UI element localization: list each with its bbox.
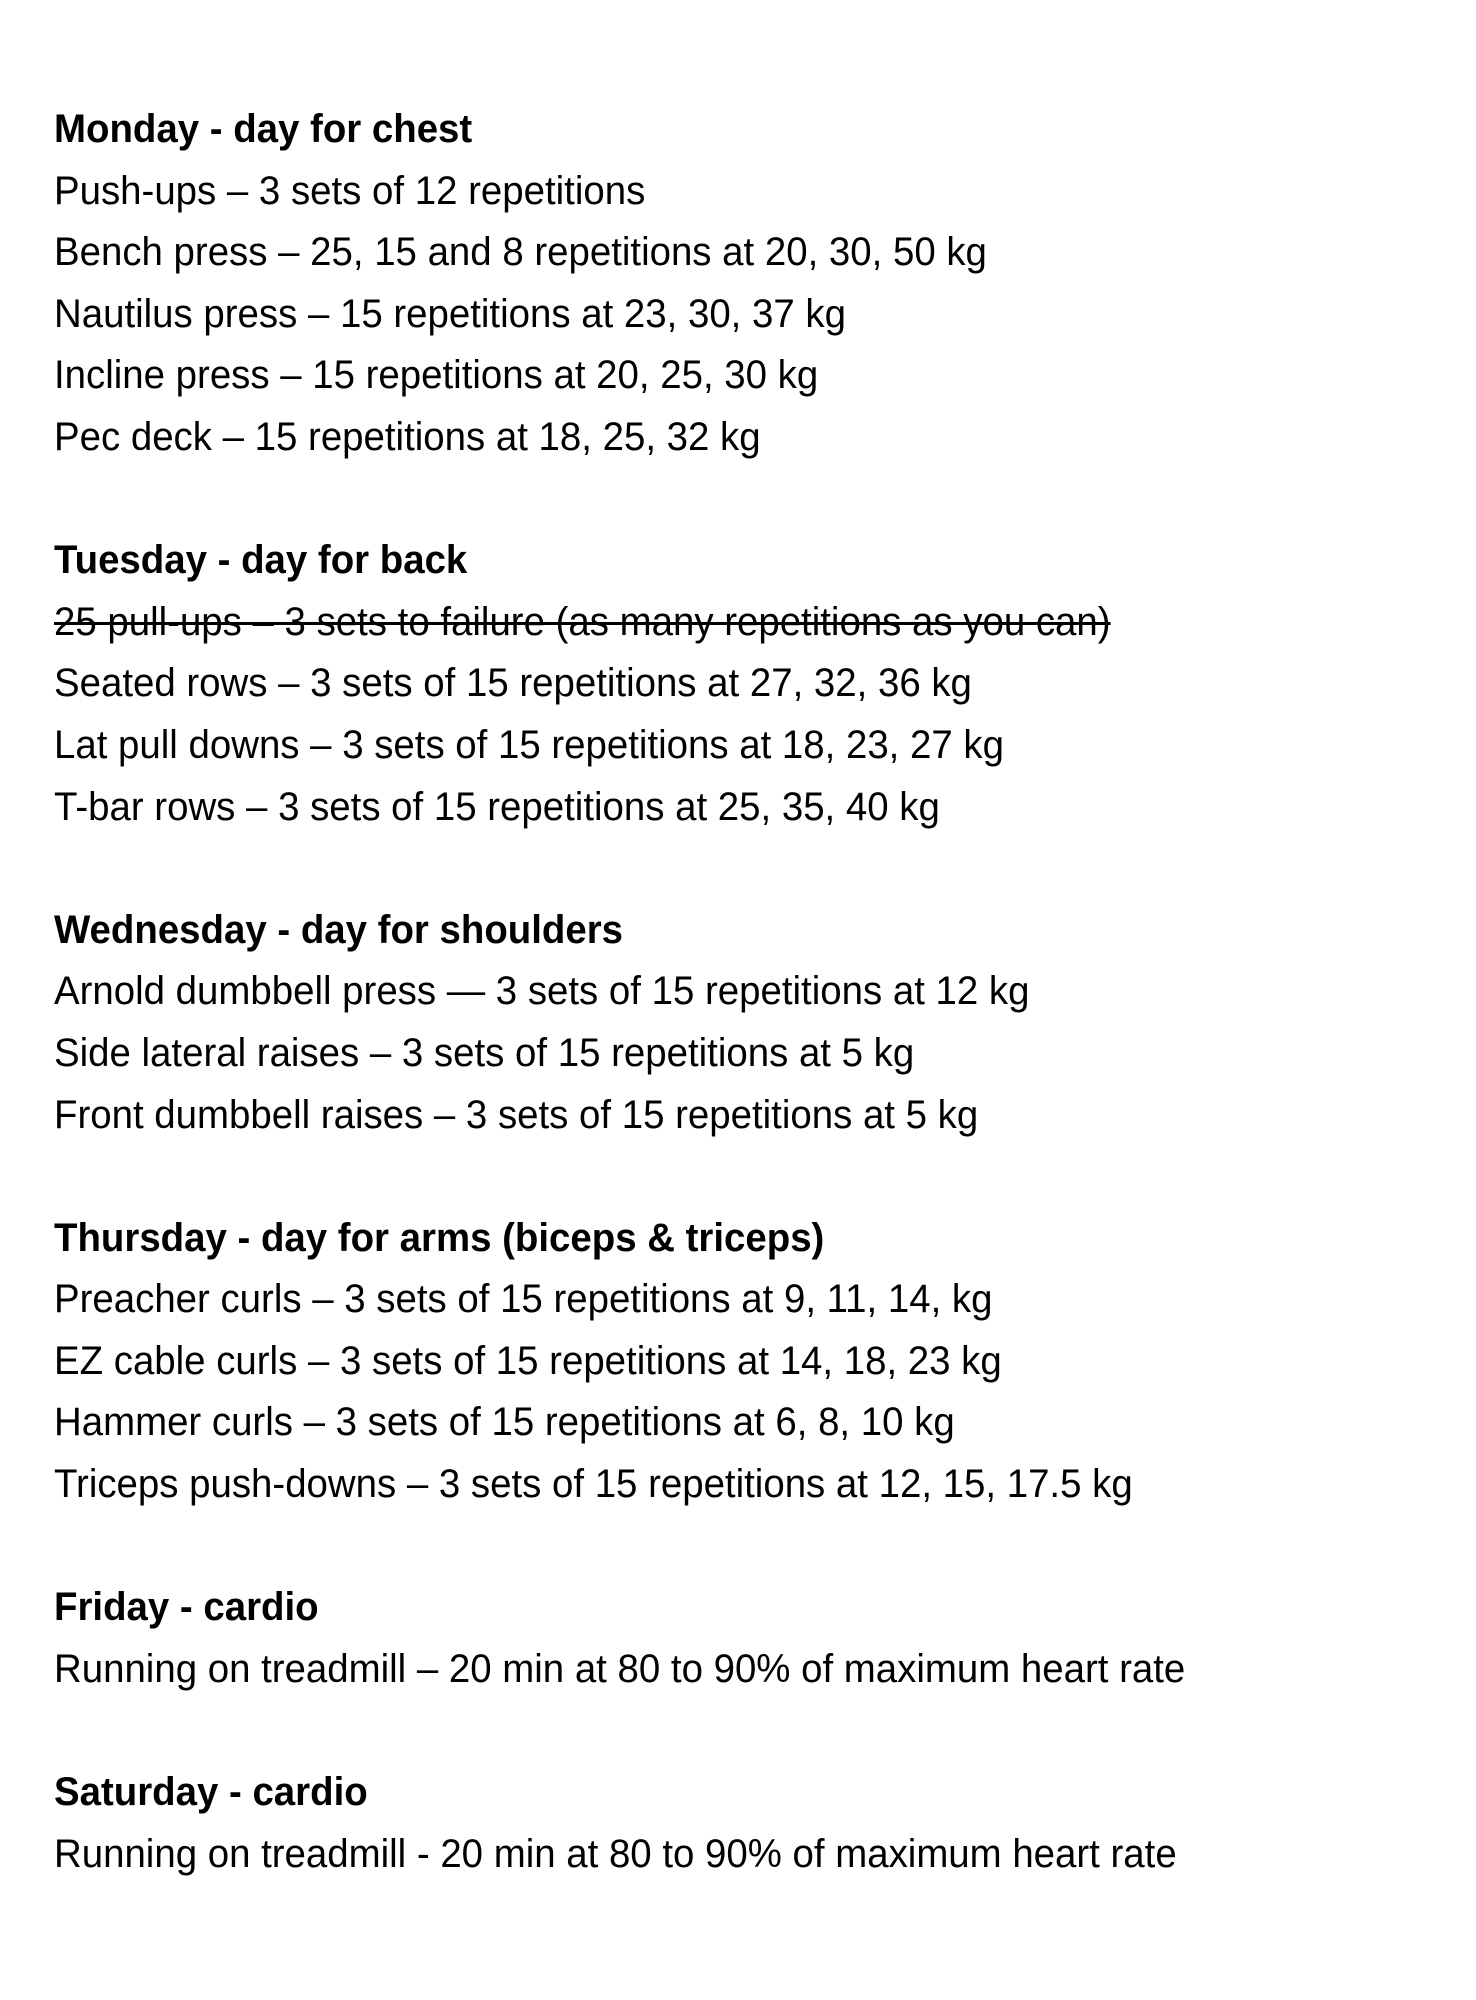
day-section: Friday - cardio Running on treadmill – 20… [54,1577,1185,1700]
day-heading: Friday - cardio [54,1585,319,1630]
day-heading: Saturday - cardio [54,1770,368,1815]
exercise-line: EZ cable curls – 3 sets of 15 repetition… [54,1338,1002,1383]
day-heading: Thursday - day for arms (biceps & tricep… [54,1215,825,1260]
exercise-line: Push-ups – 3 sets of 12 repetitions [54,168,646,213]
exercise-line-struck: 25 pull-ups – 3 sets to failure (as many… [54,599,1111,644]
exercise-line: Lat pull downs – 3 sets of 15 repetition… [54,722,1004,767]
exercise-line: Side lateral raises – 3 sets of 15 repet… [54,1030,915,1075]
exercise-line: Running on treadmill - 20 min at 80 to 9… [54,1831,1177,1876]
exercise-line: Triceps push-downs – 3 sets of 15 repeti… [54,1462,1133,1507]
day-heading: Monday - day for chest [54,107,473,151]
day-heading: Tuesday - day for back [54,538,468,583]
day-section: Tuesday - day for back 25 pull-ups – 3 se… [54,530,1185,838]
workout-plan-document: Monday - day for chest Push-ups – 3 sets … [54,99,1185,1947]
exercise-line: Preacher curls – 3 sets of 15 repetition… [54,1277,993,1322]
exercise-line: Bench press – 25, 15 and 8 repetitions a… [54,230,987,275]
exercise-line: Incline press – 15 repetitions at 20, 25… [54,353,819,398]
day-section: Thursday - day for arms (biceps & tricep… [54,1208,1185,1516]
exercise-line: Front dumbbell raises – 3 sets of 15 rep… [54,1092,979,1137]
exercise-line: T-bar rows – 3 sets of 15 repetitions at… [54,784,940,829]
exercise-line: Arnold dumbbell press — 3 sets of 15 rep… [54,969,1030,1014]
day-section: Monday - day for chest Push-ups – 3 sets … [54,99,1185,469]
exercise-line: Seated rows – 3 sets of 15 repetitions a… [54,661,972,706]
day-heading: Wednesday - day for shoulders [54,907,624,952]
day-section: Saturday - cardio Running on treadmill - … [54,1762,1185,1885]
exercise-line: Pec deck – 15 repetitions at 18, 25, 32 … [54,414,761,459]
exercise-line: Hammer curls – 3 sets of 15 repetitions … [54,1400,955,1445]
exercise-line: Running on treadmill – 20 min at 80 to 9… [54,1646,1186,1691]
day-section: Wednesday - day for shoulders Arnold dumb… [54,900,1185,1146]
exercise-line: Nautilus press – 15 repetitions at 23, 3… [54,291,846,336]
